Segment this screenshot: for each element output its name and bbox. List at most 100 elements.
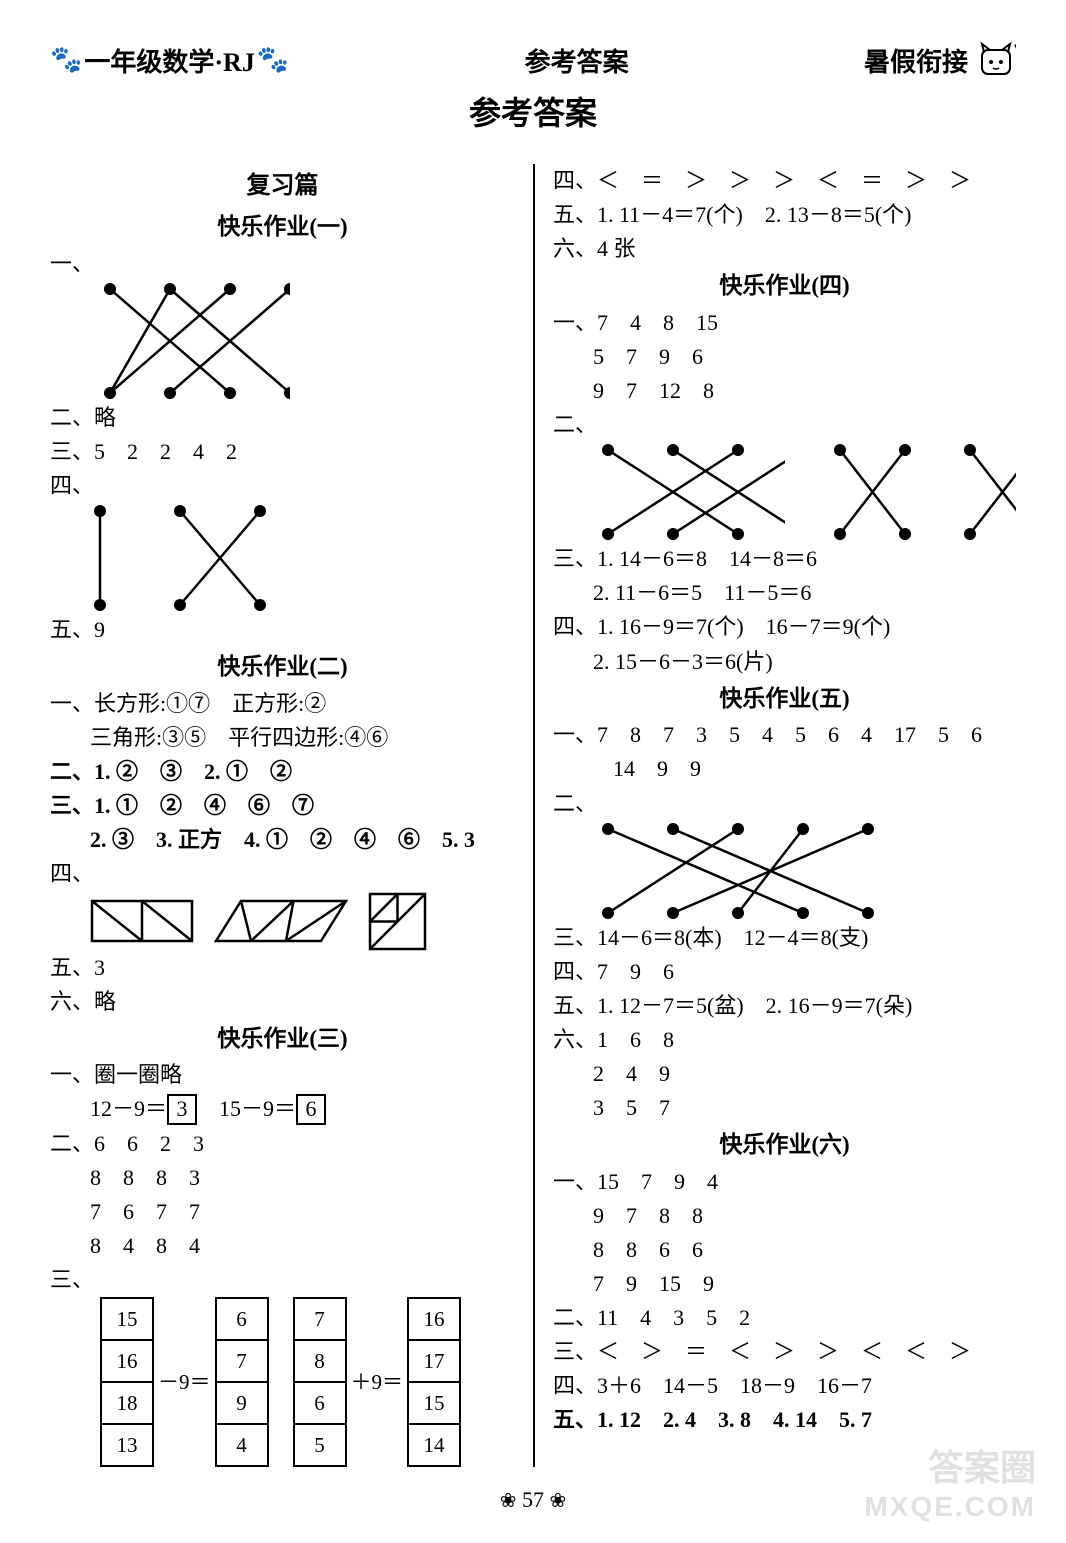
hw6-q4: 四、3＋6 14－5 18－9 16－7 bbox=[553, 1369, 1016, 1403]
hw4-q3b: 2. 11－6＝5 11－5＝6 bbox=[553, 576, 1016, 610]
left-column: 复习篇 快乐作业(一) 一、 二、略 三、5 2 2 4 2 四、 五、9 快乐… bbox=[50, 164, 533, 1467]
hw5-q1b: 14 9 9 bbox=[553, 752, 1016, 786]
shape bbox=[214, 899, 348, 943]
hw6-q1-grid: 一、15 7 9 49 7 8 88 8 6 67 9 15 9 bbox=[553, 1165, 1016, 1301]
table-cell: 15 bbox=[101, 1298, 153, 1340]
page: 🐾 一年级数学·RJ 🐾 参考答案 暑假衔接 ♥ 参考答案 复习篇 快乐作业(一… bbox=[0, 0, 1066, 1543]
shape bbox=[90, 899, 194, 943]
page-number: 57 bbox=[522, 1487, 544, 1512]
hw6-title: 快乐作业(六) bbox=[553, 1127, 1016, 1163]
hw5-q5: 五、1. 12－7＝5(盆) 2. 16－9＝7(朵) bbox=[553, 989, 1016, 1023]
footer-icon: ❀ bbox=[550, 1490, 567, 1512]
hw3-tables: 15161813－9＝67947865＋9＝16171514 bbox=[100, 1297, 515, 1467]
hw4-q2-label: 二、 bbox=[553, 408, 1016, 442]
table-cell: 14 bbox=[408, 1424, 460, 1466]
answer-row: 7 9 15 9 bbox=[553, 1267, 1016, 1301]
answer-row: 8 4 8 4 bbox=[50, 1229, 515, 1263]
shape bbox=[368, 892, 427, 951]
table-cell: 18 bbox=[101, 1382, 153, 1424]
hw5-title: 快乐作业(五) bbox=[553, 681, 1016, 717]
hw5-q6-grid: 六、1 6 82 4 93 5 7 bbox=[553, 1023, 1016, 1125]
table-cell: 5 bbox=[294, 1424, 346, 1466]
table-cell: 16 bbox=[101, 1340, 153, 1382]
hw1-q3: 三、5 2 2 4 2 bbox=[50, 435, 515, 469]
grade-label: 一年级数学·RJ bbox=[84, 42, 254, 79]
table-cell: 17 bbox=[408, 1340, 460, 1382]
q-label: 一、 bbox=[50, 251, 94, 276]
number-column: 6794 bbox=[215, 1297, 269, 1467]
answer-box: 6 bbox=[296, 1094, 326, 1124]
main-title: 参考答案 bbox=[50, 88, 1016, 134]
answer-row: 7 6 7 7 bbox=[50, 1195, 515, 1229]
answer-row: 9 7 12 8 bbox=[553, 374, 1016, 408]
header-center: 参考答案 bbox=[525, 42, 629, 79]
table-cell: 8 bbox=[294, 1340, 346, 1382]
number-column: 16171514 bbox=[407, 1297, 461, 1467]
hw1-title: 快乐作业(一) bbox=[50, 209, 515, 245]
watermark: 答案圈 MXQE.COM bbox=[864, 1439, 1036, 1523]
hw4-q3a: 三、1. 14－6＝8 14－8＝6 bbox=[553, 542, 1016, 576]
answer-row: 六、1 6 8 bbox=[553, 1023, 1016, 1057]
hw3-q1b: 12－9＝3 15－9＝6 bbox=[50, 1092, 515, 1126]
hw6-q3: 三、＜ ＞ ＝ ＜ ＞ ＞ ＜ ＜ ＞ bbox=[553, 1335, 1016, 1369]
hw6-q5: 五、1. 12 2. 4 3. 8 4. 14 5. 7 bbox=[553, 1403, 1016, 1437]
paw-icon: 🐾 bbox=[50, 45, 82, 75]
content-columns: 复习篇 快乐作业(一) 一、 二、略 三、5 2 2 4 2 四、 五、9 快乐… bbox=[50, 164, 1016, 1467]
paw-icon: 🐾 bbox=[257, 45, 289, 75]
answer-row: 5 7 9 6 bbox=[553, 340, 1016, 374]
hw3-q3-label: 三、 bbox=[50, 1263, 515, 1297]
number-column: 7865 bbox=[293, 1297, 347, 1467]
number-column: 15161813 bbox=[100, 1297, 154, 1467]
hw5-q2-label: 二、 bbox=[553, 787, 1016, 821]
answer-row: 二、6 6 2 3 bbox=[50, 1127, 515, 1161]
hw2-q5: 五、3 bbox=[50, 951, 515, 985]
book-title: 暑假衔接 bbox=[864, 42, 968, 79]
right-column: 四、＜ ＝ ＞ ＞ ＞ ＜ ＝ ＞ ＞ 五、1. 11－4＝7(个) 2. 13… bbox=[533, 164, 1016, 1467]
table-cell: 6 bbox=[216, 1298, 268, 1340]
hw4-title: 快乐作业(四) bbox=[553, 268, 1016, 304]
hw1-match-diagram-2 bbox=[80, 503, 280, 613]
answer-row: 8 8 6 6 bbox=[553, 1233, 1016, 1267]
hw2-shapes bbox=[90, 892, 515, 951]
hw2-q3b: 2. ③ 3. 正方 4. ① ② ④ ⑥ 5. 3 bbox=[50, 823, 515, 857]
table-cell: 15 bbox=[408, 1382, 460, 1424]
answer-row: 2 4 9 bbox=[553, 1057, 1016, 1091]
hw4-q4b: 2. 15－6－3＝6(片) bbox=[553, 645, 1016, 679]
hw1-q4: 四、 bbox=[50, 469, 515, 503]
table-cell: 13 bbox=[101, 1424, 153, 1466]
cat-icon: ♥ bbox=[976, 40, 1016, 80]
hw3-q1a: 一、圈一圈略 bbox=[50, 1058, 515, 1092]
table-cell: 7 bbox=[294, 1298, 346, 1340]
hw1-match-diagram-1 bbox=[80, 281, 290, 401]
q-label: 四、 bbox=[50, 473, 94, 498]
hw2-q2: 二、1. ② ③ 2. ① ② bbox=[50, 755, 515, 789]
hw1-q1: 一、 bbox=[50, 247, 515, 281]
answer-row: 3 5 7 bbox=[553, 1091, 1016, 1125]
hw5-match-diagram bbox=[583, 821, 883, 921]
operation-label: ＋9＝ bbox=[349, 1366, 406, 1399]
hw2-q1a: 一、长方形:①⑦ 正方形:② bbox=[50, 687, 515, 721]
answer-box: 3 bbox=[167, 1094, 197, 1124]
hw3-q5: 五、1. 11－4＝7(个) 2. 13－8＝5(个) bbox=[553, 198, 1016, 232]
hw2-title: 快乐作业(二) bbox=[50, 649, 515, 685]
watermark-line2: MXQE.COM bbox=[864, 1491, 1036, 1523]
hw3-q4: 四、＜ ＝ ＞ ＞ ＞ ＜ ＝ ＞ ＞ bbox=[553, 164, 1016, 198]
hw2-q4-label: 四、 bbox=[50, 857, 515, 891]
hw1-q2: 二、略 bbox=[50, 401, 515, 435]
top-header: 🐾 一年级数学·RJ 🐾 参考答案 暑假衔接 ♥ bbox=[50, 40, 1016, 80]
hw2-q6: 六、略 bbox=[50, 985, 515, 1019]
hw6-q2: 二、11 4 3 5 2 bbox=[553, 1301, 1016, 1335]
table-cell: 7 bbox=[216, 1340, 268, 1382]
answer-row: 一、7 4 8 15 bbox=[553, 306, 1016, 340]
footer-icon: ❀ bbox=[500, 1490, 517, 1512]
review-title: 复习篇 bbox=[50, 168, 515, 205]
table-cell: 6 bbox=[294, 1382, 346, 1424]
hw4-diagrams bbox=[583, 442, 1016, 542]
hw4-q1-grid: 一、7 4 8 155 7 9 69 7 12 8 bbox=[553, 306, 1016, 408]
table-cell: 4 bbox=[216, 1424, 268, 1466]
operation-label: －9＝ bbox=[156, 1366, 213, 1399]
hw5-q4: 四、7 9 6 bbox=[553, 955, 1016, 989]
svg-text:♥: ♥ bbox=[1014, 42, 1016, 53]
header-right: 暑假衔接 ♥ bbox=[864, 40, 1016, 80]
answer-row: 8 8 8 3 bbox=[50, 1161, 515, 1195]
